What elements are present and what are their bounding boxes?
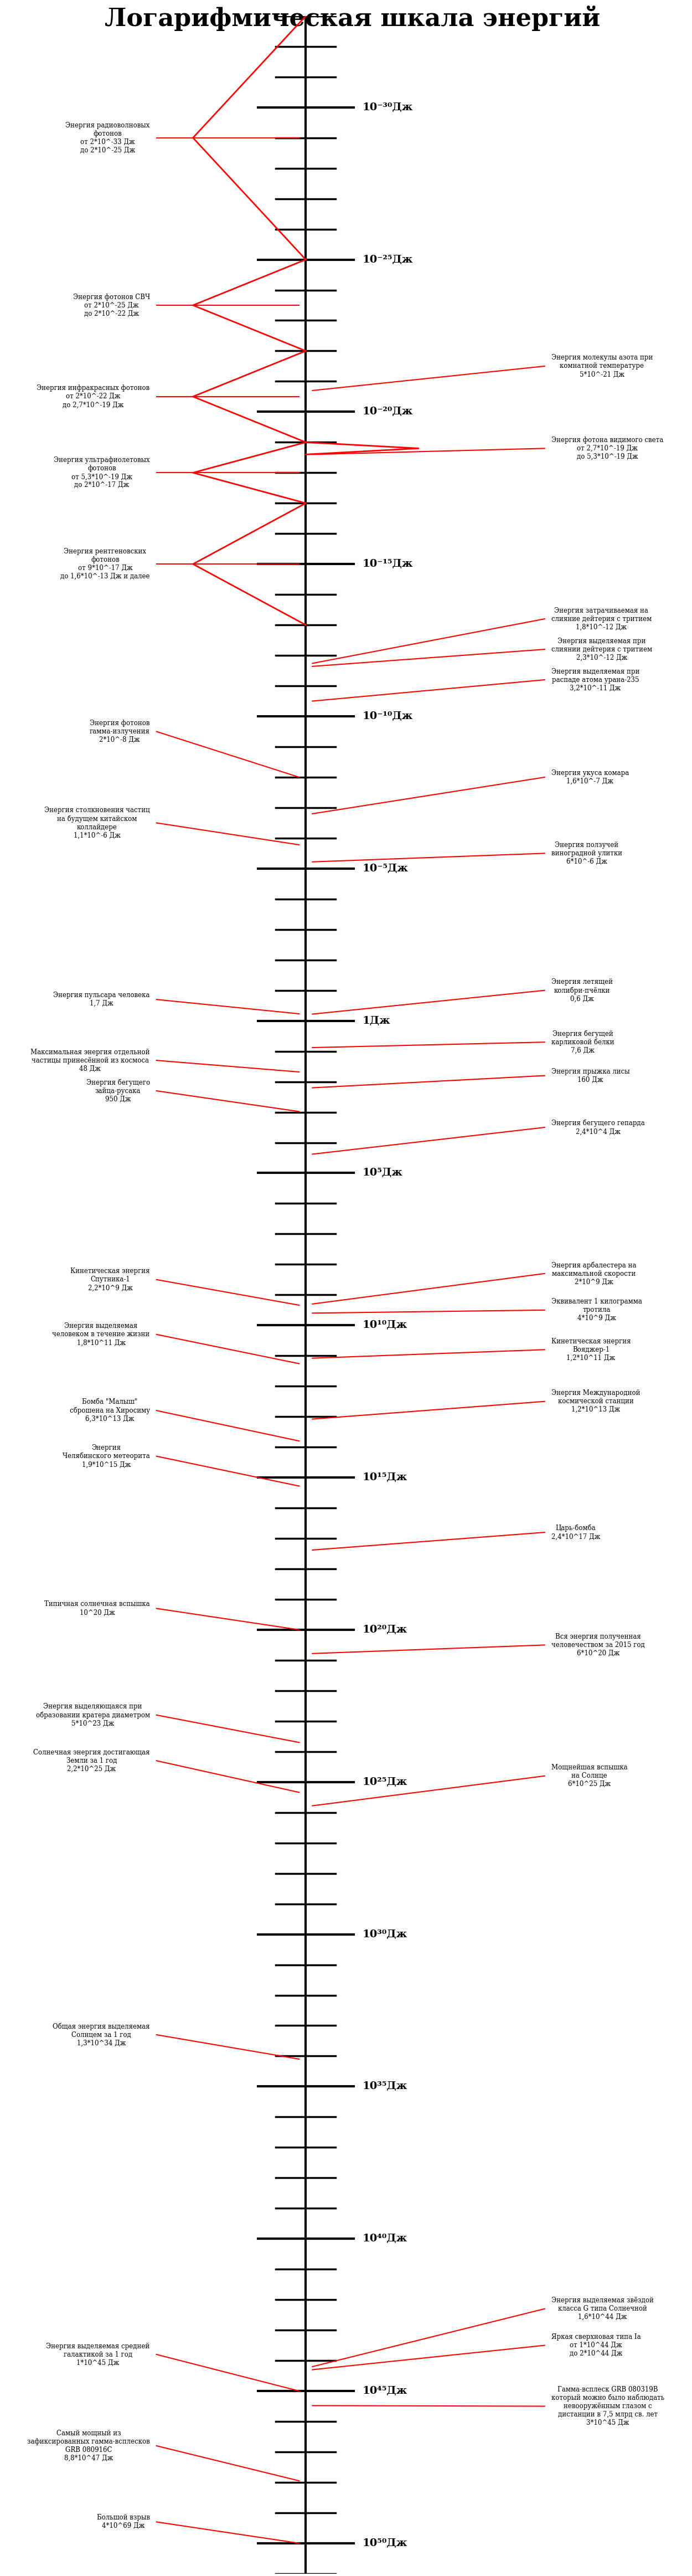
Text: Бомба "Малыш"
сброшена на Хиросиму
6,3*10^13 Дж: Бомба "Малыш" сброшена на Хиросиму 6,3*1… (69, 1399, 150, 1422)
Text: Энергия Международной
космической станции
1,2*10^13 Дж: Энергия Международной космической станци… (552, 1388, 640, 1414)
Text: Царь-бомба
2,4*10^17 Дж: Царь-бомба 2,4*10^17 Дж (552, 1525, 600, 1540)
Text: 10⁵⁰Дж: 10⁵⁰Дж (362, 2537, 407, 2548)
Text: Энергия фотонов СВЧ
от 2*10^-25 Дж
до 2*10^-22 Дж: Энергия фотонов СВЧ от 2*10^-25 Дж до 2*… (73, 294, 150, 317)
Text: 10⁴⁰Дж: 10⁴⁰Дж (362, 2233, 407, 2244)
Text: Энергия радиоволновых
фотонов
от 2*10^-33 Дж
до 2*10^-25 Дж: Энергия радиоволновых фотонов от 2*10^-3… (66, 121, 150, 155)
Text: 10¹⁰Дж: 10¹⁰Дж (362, 1321, 407, 1329)
Text: Яркая сверхновая типа Ia
от 1*10^44 Дж
до 2*10^44 Дж: Яркая сверхновая типа Ia от 1*10^44 Дж д… (552, 2334, 641, 2357)
Text: Энергия затрачиваемая на
слияние дейтерия с тритием
1,8*10^-12 Дж: Энергия затрачиваемая на слияние дейтери… (552, 608, 652, 631)
Text: 10⁵Дж: 10⁵Дж (362, 1167, 403, 1177)
Text: 10⁻¹⁰Дж: 10⁻¹⁰Дж (362, 711, 412, 721)
Text: Энергия выделяемая при
распаде атома урана-235
3,2*10^-11 Дж: Энергия выделяемая при распаде атома ура… (552, 667, 639, 693)
Text: Энергия бегущего гепарда
2,4*10^4 Дж: Энергия бегущего гепарда 2,4*10^4 Дж (552, 1121, 645, 1136)
Text: Энергия летящей
колибри-пчёлки
0,6 Дж: Энергия летящей колибри-пчёлки 0,6 Дж (552, 979, 612, 1002)
Text: Энергия инфракрасных фотонов
от 2*10^-22 Дж
до 2,7*10^-19 Дж: Энергия инфракрасных фотонов от 2*10^-22… (37, 384, 150, 410)
Text: 10⁻³⁰Дж: 10⁻³⁰Дж (362, 103, 412, 113)
Text: Энергия
Челябинского метеорита
1,9*10^15 Дж: Энергия Челябинского метеорита 1,9*10^15… (62, 1445, 150, 1468)
Text: Энергия бегущей
карликовой белки
7,6 Дж: Энергия бегущей карликовой белки 7,6 Дж (552, 1030, 614, 1054)
Text: 1Дж: 1Дж (362, 1015, 390, 1025)
Text: Кинетическая энергия
Спутника-1
2,2*10^9 Дж: Кинетическая энергия Спутника-1 2,2*10^9… (71, 1267, 150, 1291)
Text: 10³⁰Дж: 10³⁰Дж (362, 1929, 407, 1940)
Text: Кинетическая энергия
Вояджер-1
1,2*10^11 Дж: Кинетическая энергия Вояджер-1 1,2*10^11… (552, 1337, 630, 1363)
Text: 10²⁰Дж: 10²⁰Дж (362, 1625, 407, 1636)
Text: 10³⁵Дж: 10³⁵Дж (362, 2081, 407, 2092)
Text: Энергия выделяемая при
слиянии дейтерия с тритием
2,3*10^-12 Дж: Энергия выделяемая при слиянии дейтерия … (552, 636, 652, 662)
Text: Энергия столкновения частиц
на будущем китайском
коллайдере
1,1*10^-6 Дж: Энергия столкновения частиц на будущем к… (44, 806, 150, 840)
Text: 10⁻²⁰Дж: 10⁻²⁰Дж (362, 407, 412, 417)
Text: Энергия выделяемая
человеком в течение жизни
1,8*10^11 Дж: Энергия выделяемая человеком в течение ж… (53, 1321, 150, 1347)
Text: Эквивалент 1 килограмма
тротила
4*10^9 Дж: Эквивалент 1 килограмма тротила 4*10^9 Д… (552, 1298, 642, 1321)
Text: Энергия молекулы азота при
комнатной температуре
5*10^-21 Дж: Энергия молекулы азота при комнатной тем… (552, 355, 653, 379)
Text: Энергия бегущего
зайца-русака
950 Дж: Энергия бегущего зайца-русака 950 Дж (86, 1079, 150, 1103)
Text: Максимальная энергия отдельной
частицы принесённой из космоса
48 Дж: Максимальная энергия отдельной частицы п… (30, 1048, 150, 1072)
Text: Энергия пульсара человека
1,7 Дж: Энергия пульсара человека 1,7 Дж (53, 992, 150, 1007)
Text: Большой взрыв
4*10^69 Дж: Большой взрыв 4*10^69 Дж (97, 2514, 150, 2530)
Text: Солнечная энергия достигающая
Земли за 1 год
2,2*10^25 Дж: Солнечная энергия достигающая Земли за 1… (33, 1749, 150, 1772)
Text: Энергия ультрафиолетовых
фотонов
от 5,3*10^-19 Дж
до 2*10^-17 Дж: Энергия ультрафиолетовых фотонов от 5,3*… (54, 456, 150, 489)
Text: Энергия прыжка лисы
160 Дж: Энергия прыжка лисы 160 Дж (552, 1069, 630, 1084)
Text: Общая энергия выделяемая
Солнцем за 1 год
1,3*10^34 Дж: Общая энергия выделяемая Солнцем за 1 го… (53, 2022, 150, 2048)
Text: 10⁴⁵Дж: 10⁴⁵Дж (362, 2385, 407, 2396)
Text: 10⁻²⁵Дж: 10⁻²⁵Дж (362, 255, 412, 265)
Text: Вся энергия полученная
человечеством за 2015 год
6*10^20 Дж: Вся энергия полученная человечеством за … (552, 1633, 645, 1656)
Text: Гамма-всплеск GRB 080319B
который можно было наблюдать
невооружённым глазом с
ди: Гамма-всплеск GRB 080319B который можно … (552, 2385, 664, 2427)
Text: Энергия фотона видимого света
от 2,7*10^-19 Дж
до 5,3*10^-19 Дж: Энергия фотона видимого света от 2,7*10^… (552, 435, 663, 461)
Text: Мощнейшая вспышка
на Солнце
6*10^25 Дж: Мощнейшая вспышка на Солнце 6*10^25 Дж (552, 1765, 628, 1788)
Text: Типичная солнечная вспышка
10^20 Дж: Типичная солнечная вспышка 10^20 Дж (44, 1600, 150, 1615)
Text: Энергия укуса комара
1,6*10^-7 Дж: Энергия укуса комара 1,6*10^-7 Дж (552, 770, 629, 786)
Text: 10²⁵Дж: 10²⁵Дж (362, 1777, 407, 1788)
Text: Энергия рентгеновских
фотонов
от 9*10^-17 Дж
до 1,6*10^-13 Дж и далее: Энергия рентгеновских фотонов от 9*10^-1… (60, 549, 150, 580)
Text: 10¹⁵Дж: 10¹⁵Дж (362, 1473, 407, 1484)
Text: Энергия ползучей
виноградной улитки
6*10^-6 Дж: Энергия ползучей виноградной улитки 6*10… (552, 842, 622, 866)
Text: Энергия выделяемая звёздой
класса G типа Солнечной
1,6*10^44 Дж: Энергия выделяемая звёздой класса G типа… (552, 2298, 654, 2321)
Text: 10⁻¹⁵Дж: 10⁻¹⁵Дж (362, 559, 412, 569)
Text: Логарифмическая шкала энергий: Логарифмическая шкала энергий (104, 5, 600, 31)
Text: Энергия арбалестера на
максимальной скорости
2*10^9 Дж: Энергия арбалестера на максимальной скор… (552, 1262, 636, 1285)
Text: Энергия выделяемая средней
галактикой за 1 год
1*10^45 Дж: Энергия выделяемая средней галактикой за… (46, 2342, 150, 2367)
Text: 10⁻⁵Дж: 10⁻⁵Дж (362, 863, 408, 873)
Text: Энергия выделяющаяся при
образовании кратера диаметром
5*10^23 Дж: Энергия выделяющаяся при образовании кра… (36, 1703, 150, 1726)
Text: Самый мощный из
зафиксированных гамма-всплесков
GRB 080916C
8,8*10^47 Дж: Самый мощный из зафиксированных гамма-вс… (27, 2429, 150, 2463)
Text: Энергия фотонов
гамма-излучения
2*10^-8 Дж: Энергия фотонов гамма-излучения 2*10^-8 … (89, 719, 150, 744)
